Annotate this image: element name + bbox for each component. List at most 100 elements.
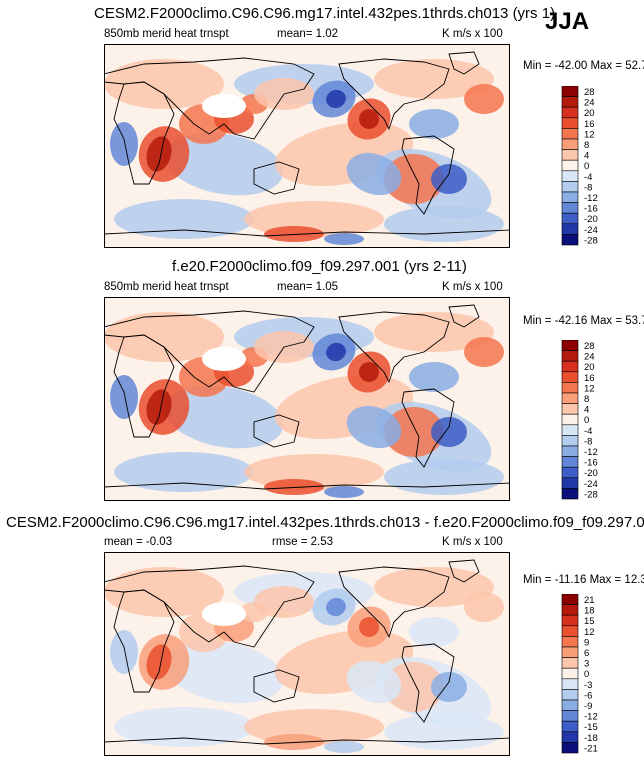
- colorbar-box: [561, 456, 579, 468]
- colorbar-tick-label: -18: [584, 733, 598, 744]
- panel3-minmax: Min = -11.16 Max = 12.36: [523, 574, 644, 586]
- panel3-center-label: rmse = 2.53: [272, 536, 334, 548]
- colorbar-box: [561, 742, 579, 754]
- colorbar-box: [561, 212, 579, 225]
- colorbar-tick-label: 0: [584, 161, 589, 172]
- colorbar-box: [561, 223, 579, 235]
- colorbar-tick-label: 21: [584, 595, 595, 606]
- colorbar-box: [561, 488, 579, 500]
- field-contour: [464, 84, 504, 114]
- coastline: [104, 565, 315, 648]
- field-contour: [374, 312, 494, 352]
- panel1-center-label: mean= 1.02: [277, 28, 339, 40]
- field-contour: [104, 567, 224, 617]
- field-contour: [346, 152, 402, 196]
- colorbar-tick-label: -28: [584, 489, 598, 500]
- map-frame: [104, 297, 510, 501]
- field-contour: [104, 312, 224, 362]
- field-contour: [374, 567, 494, 607]
- colorbar-box: [561, 710, 579, 722]
- field-contour: [431, 164, 467, 194]
- field-contour: [324, 486, 364, 498]
- field-contour: [384, 154, 444, 204]
- panel3-right-label: K m/s x 100: [442, 536, 503, 548]
- colorbar-box: [561, 96, 579, 108]
- field-contour: [359, 362, 379, 382]
- colorbar-tick-label: 16: [584, 119, 595, 130]
- colorbar-tick-label: -24: [584, 479, 598, 490]
- map-frame: [104, 44, 510, 248]
- colorbar-box: [561, 657, 579, 669]
- field-contour: [464, 337, 504, 367]
- field-contour: [110, 122, 138, 166]
- field-contour: [146, 644, 172, 680]
- field-contour: [324, 233, 364, 245]
- coastline: [401, 135, 455, 215]
- colorbar-tick-label: -8: [584, 182, 592, 193]
- coastline: [253, 669, 300, 703]
- colorbar-box: [561, 360, 579, 373]
- colorbar-box: [561, 340, 579, 351]
- field-contour: [384, 662, 444, 712]
- colorbar-box: [561, 646, 579, 658]
- coastline: [253, 161, 300, 195]
- colorbar-box: [561, 594, 579, 605]
- colorbar-box: [561, 678, 579, 690]
- colorbar-tick-label: -4: [584, 426, 592, 437]
- colorbar-box: [561, 720, 579, 733]
- field-contour: [326, 342, 346, 362]
- field-contour: [146, 136, 172, 172]
- field-contour: [384, 206, 504, 242]
- colorbar-tick-label: -24: [584, 225, 598, 236]
- colorbar-box: [561, 604, 579, 616]
- colorbar-tick-label: 12: [584, 129, 595, 140]
- coastline: [253, 414, 300, 448]
- colorbar-tick-label: 12: [584, 383, 595, 394]
- colorbar-box: [561, 350, 579, 362]
- colorbar-tick-label: 8: [584, 394, 589, 405]
- colorbar-tick-label: 24: [584, 98, 595, 109]
- coastline: [104, 229, 510, 248]
- coastline: [104, 310, 315, 393]
- colorbar-box: [561, 413, 579, 426]
- colorbar-box: [561, 181, 579, 193]
- field-contour: [110, 630, 138, 674]
- field-contour: [114, 707, 254, 747]
- field-contour: [324, 741, 364, 753]
- colorbar-box: [561, 435, 579, 447]
- colorbar-box: [561, 625, 579, 637]
- coastline: [448, 304, 480, 328]
- colorbar-tick-label: 0: [584, 415, 589, 426]
- colorbar-tick-label: 9: [584, 637, 589, 648]
- coastline: [401, 388, 455, 468]
- map-frame: [104, 552, 510, 756]
- season-label: JJA: [545, 8, 590, 35]
- colorbar-tick-label: 4: [584, 151, 589, 162]
- colorbar-box: [561, 667, 579, 680]
- colorbar-box: [561, 636, 579, 648]
- missing-data-patch: [202, 94, 246, 118]
- field-contour: [431, 417, 467, 447]
- panel3-title: CESM2.F2000climo.C96.C96.mg17.intel.432p…: [6, 514, 644, 531]
- colorbar-box: [561, 202, 579, 214]
- coastline: [448, 559, 480, 583]
- colorbar-box: [561, 731, 579, 743]
- colorbar-tick-label: 4: [584, 405, 589, 416]
- colorbar-tick-label: -3: [584, 680, 592, 691]
- colorbar-box: [561, 191, 579, 203]
- field-contour: [374, 59, 494, 99]
- panel1-left-label: 850mb merid heat trnspt: [104, 28, 229, 40]
- colorbar-tick-label: -28: [584, 235, 598, 246]
- colorbar-tick-label: -20: [584, 468, 598, 479]
- colorbar-box: [561, 445, 579, 457]
- coastline: [104, 737, 510, 756]
- colorbar-box: [561, 159, 579, 172]
- colorbar-box: [561, 699, 579, 711]
- colorbar-tick-label: 3: [584, 659, 589, 670]
- colorbar-tick-label: -12: [584, 447, 598, 458]
- colorbar-box: [561, 170, 579, 182]
- field-contour: [409, 617, 459, 647]
- colorbar-box: [561, 424, 579, 436]
